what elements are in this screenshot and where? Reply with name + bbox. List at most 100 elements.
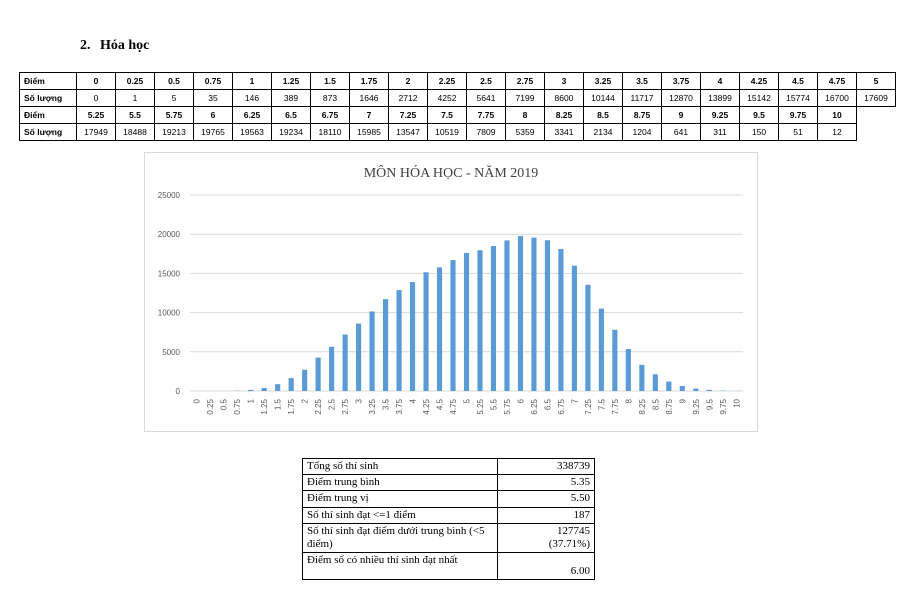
table-cell: 8: [505, 106, 545, 124]
bar: [517, 236, 524, 391]
table-cell: 12870: [661, 89, 701, 107]
x-tick-label: 4.5: [436, 398, 445, 410]
x-tick-label: 6.75: [557, 398, 566, 414]
table-cell: 1: [232, 72, 272, 90]
bar: [558, 249, 564, 391]
y-tick-label: 0: [176, 387, 181, 396]
bar: [571, 265, 577, 391]
x-tick-label: 10: [732, 398, 741, 407]
bar: [369, 311, 375, 391]
table-cell: 3341: [544, 123, 584, 141]
table-cell: 641: [661, 123, 701, 141]
x-tick-label: 8.5: [651, 398, 660, 410]
table-cell: 8.5: [583, 106, 623, 124]
stats-row-mode: Điểm số có nhiều thí sinh đạt nhất 6.00: [302, 552, 595, 581]
bar: [261, 387, 267, 391]
bar: [639, 364, 645, 391]
table-cell: 19563: [232, 123, 272, 141]
table-cell: 389: [271, 89, 311, 107]
bar: [625, 348, 631, 391]
table-cell: 5641: [466, 89, 506, 107]
table-cell: 11717: [622, 89, 662, 107]
x-tick-label: 1.5: [274, 398, 283, 410]
x-tick-label: 3.5: [382, 398, 391, 410]
x-tick-label: 7: [570, 398, 579, 403]
bar: [302, 369, 308, 391]
row-label-score: Điểm: [19, 106, 77, 124]
table-cell: 311: [700, 123, 740, 141]
table-cell: 6: [193, 106, 233, 124]
bar: [490, 246, 497, 391]
table-cell: 0.25: [115, 72, 155, 90]
bar: [356, 323, 362, 391]
x-tick-label: 2: [301, 398, 310, 403]
bar: [450, 260, 456, 391]
x-tick-label: 6.5: [543, 398, 552, 410]
table-cell: 10144: [583, 89, 623, 107]
bar: [248, 389, 254, 391]
bar: [544, 240, 550, 391]
table-cell-empty: [857, 124, 896, 141]
table-cell: 7: [349, 106, 389, 124]
stats-row-median: Điểm trung vị 5.50: [302, 490, 595, 508]
table-cell-empty: [857, 107, 896, 124]
x-tick-label: 5: [463, 398, 472, 403]
x-tick-label: 3: [355, 398, 364, 403]
table-cell: 3.25: [583, 72, 623, 90]
table-cell: 5.25: [76, 106, 116, 124]
section-heading: 2. Hóa học: [80, 38, 149, 54]
table-cell: 35: [193, 89, 233, 107]
table-cell: 1.5: [310, 72, 350, 90]
table-cell: 12: [817, 123, 857, 141]
y-tick-label: 20000: [158, 230, 181, 239]
x-tick-label: 9.75: [719, 398, 728, 414]
bar: [477, 250, 483, 391]
table-cell: 1.75: [349, 72, 389, 90]
stat-value-le1: 187: [497, 506, 595, 524]
x-tick-label: 2.75: [341, 398, 350, 414]
table-cell: 1.25: [271, 72, 311, 90]
table-cell: 8.75: [622, 106, 662, 124]
table-cell: 0.5: [154, 72, 194, 90]
stats-row-mean: Điểm trung bình 5.35: [302, 474, 595, 492]
x-tick-label: 3.75: [395, 398, 404, 414]
x-tick-label: 3.25: [368, 398, 377, 414]
table-cell: 10: [817, 106, 857, 124]
bar: [679, 385, 685, 391]
bar: [275, 384, 281, 391]
table-cell: 17609: [856, 89, 896, 107]
x-tick-label: 4.75: [449, 398, 458, 414]
row-label-count: Số lượng: [19, 89, 77, 107]
section-title: Hóa học: [100, 38, 150, 53]
table-cell: 5.5: [115, 106, 155, 124]
bar: [652, 374, 658, 391]
stats-row-total: Tổng số thí sinh 338739: [302, 457, 595, 476]
table-cell: 0.75: [193, 72, 233, 90]
score-distribution-table: Điểm 0 0.25 0.5 0.75 1 1.25 1.5 1.75 2 2.25 2.5 2.7…: [19, 72, 896, 141]
table-cell: 4.75: [817, 72, 857, 90]
chart-title: MÔN HÓA HỌC - NĂM 2019: [364, 164, 539, 181]
table-cell: 19213: [154, 123, 194, 141]
table-cell: 7.75: [466, 106, 506, 124]
table-cell: 150: [739, 123, 779, 141]
bar: [463, 252, 470, 391]
table-cell: 19765: [193, 123, 233, 141]
table-cell: 146: [232, 89, 272, 107]
table-cell: 2.25: [427, 72, 467, 90]
x-tick-label: 9.25: [692, 398, 701, 414]
table-cell: 4.5: [778, 72, 818, 90]
x-tick-label: 0.5: [220, 398, 229, 410]
bar: [288, 378, 294, 391]
bar: [598, 308, 604, 391]
table-cell: 13547: [388, 123, 428, 141]
table-cell: 1204: [622, 123, 662, 141]
bar: [342, 334, 348, 391]
table-cell: 7.5: [427, 106, 467, 124]
table-cell: 9.5: [739, 106, 779, 124]
table-cell: 3: [544, 72, 584, 90]
table-cell: 2.5: [466, 72, 506, 90]
count-row-bottom: Số lượng 17949 18488 19213 19765 19563 19234 1…: [19, 123, 896, 141]
stat-value-median: 5.50: [497, 490, 595, 508]
x-tick-label: 5.25: [476, 398, 485, 414]
stat-value-total: 338739: [497, 457, 595, 476]
